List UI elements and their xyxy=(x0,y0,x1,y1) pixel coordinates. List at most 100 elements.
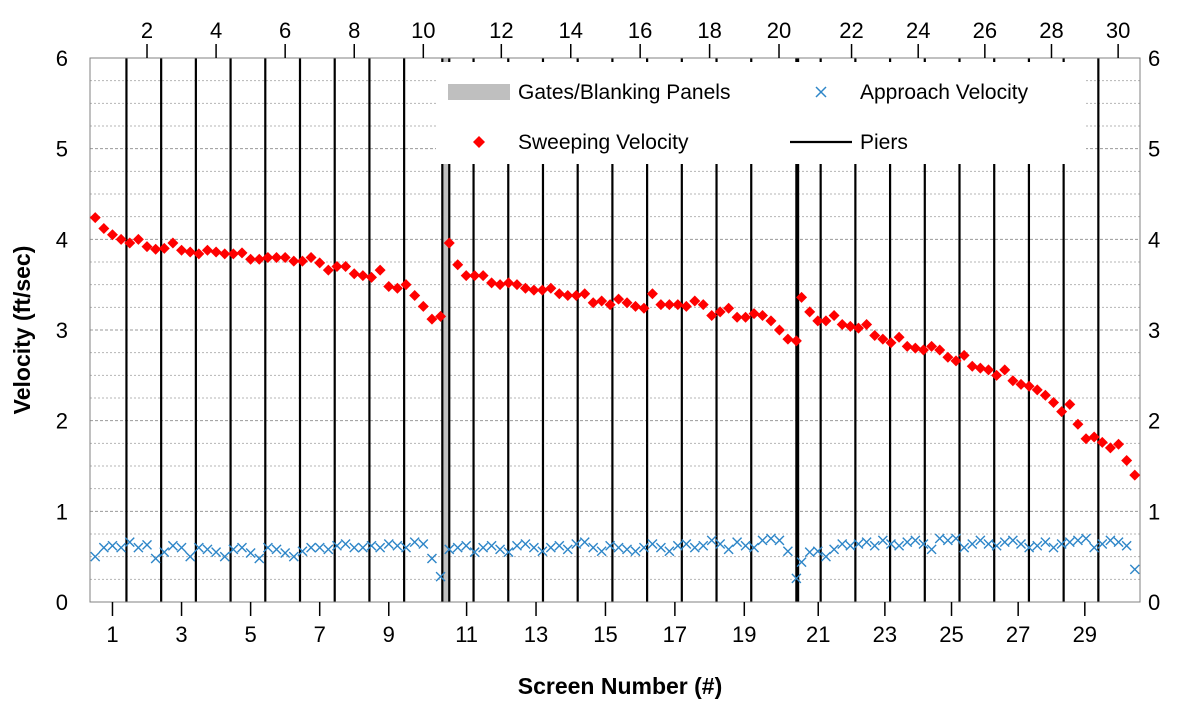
cross-stroke xyxy=(749,542,760,553)
plot-border xyxy=(89,57,1141,603)
approach-velocity-point xyxy=(349,542,360,553)
x-tick-label-bottom: 25 xyxy=(939,622,963,647)
cross-stroke xyxy=(1081,533,1092,544)
sweeping-velocity-point xyxy=(1088,431,1100,443)
tick-labels: 0 01 12 23 34 45 56 61 3 5 7 9 11 13 15 17 19 21 23 25 27 292… xyxy=(56,18,1161,647)
cross-stroke xyxy=(959,542,970,553)
approach-velocity-point xyxy=(545,542,556,553)
cross-stroke xyxy=(219,551,230,562)
cross-stroke xyxy=(950,533,961,544)
approach-velocity-point xyxy=(280,548,291,559)
approach-velocity-point xyxy=(418,538,429,549)
cross-stroke xyxy=(236,542,247,553)
cross-stroke xyxy=(999,537,1010,548)
approach-velocity-point xyxy=(202,544,213,555)
cross-stroke xyxy=(107,540,118,551)
cross-stroke xyxy=(409,537,420,548)
legend: Gates/Blanking Panels Approach Velocity Sw… xyxy=(436,62,1086,164)
y-tick-label-right: 6 xyxy=(1148,46,1160,71)
sweeping-velocity-point xyxy=(1015,378,1027,390)
sweeping-velocity-point xyxy=(773,324,785,336)
cross-stroke xyxy=(926,544,937,555)
approach-velocity-point xyxy=(366,540,377,551)
approach-velocity-point xyxy=(167,540,178,551)
approach-velocity-point xyxy=(528,542,539,553)
sweeping-velocity-point xyxy=(511,279,523,291)
cross-stroke xyxy=(314,542,325,553)
cross-stroke xyxy=(185,551,196,562)
cross-stroke xyxy=(829,544,840,555)
approach-velocity-point xyxy=(219,551,230,562)
cross-stroke xyxy=(902,537,913,548)
sweeping-velocity-point xyxy=(167,237,179,249)
cross-stroke xyxy=(723,544,734,555)
sweeping-velocity-point xyxy=(1113,438,1125,450)
y-tick-label-left: 2 xyxy=(56,409,68,434)
sweeping-velocity-point xyxy=(562,290,574,302)
sweeping-velocity-point xyxy=(950,355,962,367)
sweeping-velocity-point xyxy=(227,248,239,260)
sweeping-velocity-point xyxy=(796,291,808,303)
x-axis-title: Screen Number (#) xyxy=(518,673,723,699)
x-tick-label-top: 6 xyxy=(279,18,291,43)
cross-stroke xyxy=(554,540,565,551)
legend-label: Approach Velocity xyxy=(860,81,1029,104)
cross-stroke xyxy=(340,538,351,549)
sweeping-velocity-point xyxy=(553,288,565,300)
sweeping-velocity-point xyxy=(1007,375,1019,387)
cross-stroke xyxy=(211,547,222,558)
sweeping-velocity-point xyxy=(184,246,196,258)
sweeping-velocity-point xyxy=(374,264,386,276)
sweeping-velocity-point xyxy=(672,299,684,311)
sweeping-velocity-point xyxy=(765,315,777,327)
x-tick-label-bottom: 19 xyxy=(732,622,756,647)
approach-velocity-point xyxy=(271,544,282,555)
cross-stroke xyxy=(98,542,109,553)
sweeping-velocity-point xyxy=(942,351,954,363)
sweeping-velocity-point xyxy=(1056,406,1068,418)
cross-stroke xyxy=(116,542,127,553)
cross-stroke xyxy=(991,540,1002,551)
approach-velocity-point xyxy=(829,544,840,555)
cross-stroke xyxy=(861,537,872,548)
sweeping-velocity-point xyxy=(201,244,213,256)
cross-stroke xyxy=(853,538,864,549)
x-tick-label-top: 22 xyxy=(839,18,863,43)
approach-velocity-point xyxy=(1113,537,1124,548)
approach-velocity-point xyxy=(902,537,913,548)
approach-velocity-point xyxy=(444,544,455,555)
y-tick-label-left: 3 xyxy=(56,318,68,343)
sweeping-velocity-point xyxy=(443,237,455,249)
approach-velocity-point xyxy=(254,553,265,564)
cross-stroke xyxy=(142,539,153,550)
sweeping-velocity-point xyxy=(638,302,650,314)
approach-velocity-point xyxy=(820,551,831,562)
approach-velocity-point xyxy=(837,538,848,549)
sweeping-velocity-point xyxy=(383,280,395,292)
approach-velocity-point xyxy=(950,533,961,544)
sweeping-velocity-point xyxy=(909,342,921,354)
approach-velocity-point xyxy=(193,542,204,553)
cross-stroke xyxy=(392,540,403,551)
sweeping-velocity-point xyxy=(193,248,205,260)
cross-stroke xyxy=(812,546,823,557)
sweeping-velocity-point xyxy=(236,247,248,259)
y-tick-label-right: 2 xyxy=(1148,409,1160,434)
sweeping-velocity-point xyxy=(596,295,608,307)
cross-stroke xyxy=(765,533,776,544)
cross-stroke xyxy=(588,542,599,553)
approach-velocity-point xyxy=(918,538,929,549)
cross-stroke xyxy=(366,540,377,551)
cross-stroke xyxy=(655,542,666,553)
sweeping-velocity-point xyxy=(340,261,352,273)
y-tick-label-right: 0 xyxy=(1148,590,1160,615)
approach-velocity-point xyxy=(409,537,420,548)
approach-velocity-point xyxy=(605,540,616,551)
sweeping-velocity-point xyxy=(536,284,548,296)
sweeping-velocity-point xyxy=(296,255,308,267)
approach-velocity-point xyxy=(681,538,692,549)
approach-velocity-point xyxy=(1105,535,1116,546)
sweeping-velocity-point xyxy=(391,282,403,294)
sweeping-velocity-point xyxy=(587,297,599,309)
y-tick-label-right: 3 xyxy=(1148,318,1160,343)
